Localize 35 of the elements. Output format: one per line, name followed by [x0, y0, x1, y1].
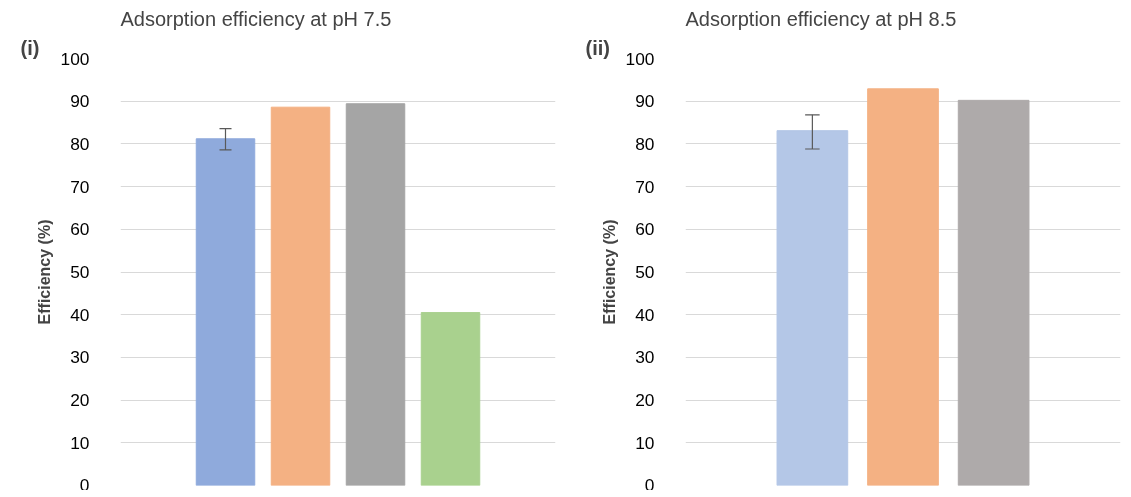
y-tick-label: 90 — [70, 91, 90, 112]
text: (i) — [20, 36, 40, 59]
y-tick-label: 80 — [70, 133, 90, 154]
y-tick-label: 40 — [70, 304, 90, 325]
y-tick-label: 60 — [635, 219, 655, 240]
bar — [957, 99, 1030, 486]
y-tick-label: 70 — [635, 176, 655, 197]
y-tick-label: 0 — [644, 474, 655, 495]
y-tick-label: 0 — [79, 474, 90, 495]
bar — [345, 103, 406, 486]
y-tick-label: 100 — [625, 48, 655, 69]
text: (ii) — [585, 36, 610, 59]
bar — [420, 312, 481, 486]
y-tick-label: 50 — [635, 262, 655, 282]
y-tick-label: 50 — [70, 262, 90, 282]
y-tick-label: 20 — [635, 390, 655, 411]
bar — [776, 130, 849, 486]
y-tick-label: 70 — [70, 176, 90, 197]
bar — [867, 88, 939, 486]
y-axis-title: Efficiency (%) — [35, 219, 53, 325]
y-tick-label: 90 — [635, 91, 655, 112]
y-tick-label: 100 — [60, 48, 90, 69]
chart-title: Adsorption efficiency at pH 7.5 — [120, 7, 392, 30]
y-tick-label: 20 — [70, 390, 90, 411]
y-tick-label: 30 — [70, 347, 90, 368]
y-axis-title: Efficiency (%) — [600, 219, 618, 325]
y-tick-label: 60 — [70, 219, 90, 240]
y-tick-label: 80 — [635, 133, 655, 154]
y-tick-label: 10 — [70, 432, 90, 453]
bar — [270, 106, 331, 486]
bar — [195, 138, 256, 486]
y-tick-label: 40 — [635, 304, 655, 325]
y-tick-label: 30 — [635, 347, 655, 368]
chart-title: Adsorption efficiency at pH 8.5 — [685, 7, 957, 30]
y-tick-label: 10 — [635, 432, 655, 453]
